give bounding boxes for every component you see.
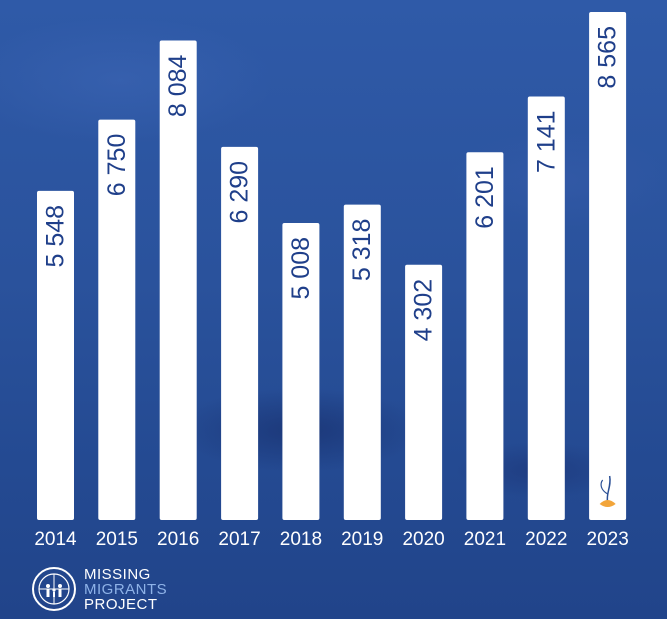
bar-value-label-2019: 5 318 (348, 219, 376, 282)
bar-2015 (98, 119, 136, 520)
x-tick-label-2023: 2023 (587, 529, 629, 550)
bar-2023 (589, 12, 627, 520)
bar-value-label-2023: 8 565 (594, 26, 622, 89)
bar-value-label-2014: 5 548 (42, 205, 70, 268)
bar-value-label-2022: 7 141 (532, 110, 560, 173)
x-tick-label-2020: 2020 (402, 529, 444, 550)
bar-2019 (343, 204, 381, 520)
x-tick-label-2019: 2019 (341, 529, 383, 550)
logo-line-project: PROJECT (84, 595, 158, 613)
bar-value-label-2020: 4 302 (410, 279, 438, 342)
x-tick-label-2017: 2017 (218, 529, 260, 550)
x-tick-label-2016: 2016 (157, 529, 199, 550)
x-tick-label-2015: 2015 (96, 529, 138, 550)
bar-2022 (527, 96, 565, 520)
bar-2016 (159, 40, 197, 520)
bar-2018 (282, 223, 320, 520)
x-tick-label-2022: 2022 (525, 529, 567, 550)
logo-text: MISSING MIGRANTS PROJECT (84, 567, 167, 612)
bar-value-label-2016: 8 084 (164, 54, 192, 117)
bar-value-label-2017: 6 290 (226, 161, 254, 224)
logo-line-migrants: MIGRANTS (84, 580, 168, 598)
x-tick-label-2014: 2014 (34, 529, 77, 550)
x-tick-label-2021: 2021 (464, 529, 506, 550)
bar-value-label-2015: 6 750 (103, 134, 131, 197)
flower-icon (599, 475, 616, 507)
bar-2020 (405, 264, 443, 520)
x-tick-label-2018: 2018 (280, 529, 322, 550)
bar-2014 (37, 190, 74, 520)
bar-2017 (221, 146, 259, 520)
logo-line-missing: MISSING (84, 565, 151, 583)
bar-value-label-2021: 6 201 (471, 166, 499, 229)
bar-2021 (466, 152, 504, 520)
bar-value-label-2018: 5 008 (287, 237, 315, 300)
iom-emblem-icon (32, 567, 76, 611)
missing-migrants-logo: MISSING MIGRANTS PROJECT (30, 565, 167, 613)
